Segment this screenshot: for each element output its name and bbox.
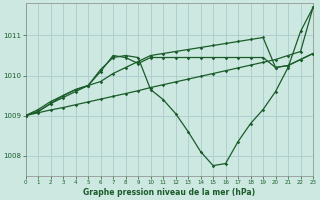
X-axis label: Graphe pression niveau de la mer (hPa): Graphe pression niveau de la mer (hPa) [83,188,255,197]
